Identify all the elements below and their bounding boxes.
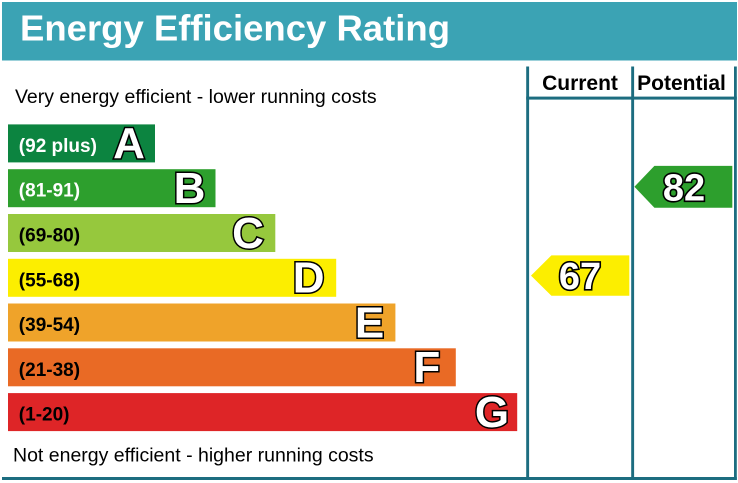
svg-text:C: C: [232, 209, 264, 258]
svg-text:(1-20): (1-20): [19, 405, 70, 426]
svg-text:(39-54): (39-54): [19, 315, 80, 336]
svg-text:Current: Current: [542, 72, 618, 95]
svg-text:G: G: [475, 388, 509, 437]
svg-text:F: F: [413, 343, 440, 392]
svg-text:(55-68): (55-68): [19, 270, 80, 291]
svg-text:(92 plus): (92 plus): [19, 136, 97, 157]
svg-text:(69-80): (69-80): [19, 226, 80, 247]
svg-text:(21-38): (21-38): [19, 360, 80, 381]
svg-text:A: A: [113, 119, 145, 168]
svg-text:E: E: [355, 298, 384, 347]
svg-text:(81-91): (81-91): [19, 181, 80, 202]
svg-text:Very energy efficient - lower: Very energy efficient - lower running co…: [15, 86, 377, 108]
svg-text:Energy Efficiency Rating: Energy Efficiency Rating: [20, 8, 450, 49]
svg-text:82: 82: [663, 167, 705, 209]
svg-text:67: 67: [559, 256, 601, 298]
svg-text:B: B: [174, 164, 206, 213]
svg-text:D: D: [293, 254, 325, 303]
svg-text:Not energy efficient - higher: Not energy efficient - higher running co…: [13, 445, 374, 467]
svg-text:Potential: Potential: [637, 72, 726, 95]
